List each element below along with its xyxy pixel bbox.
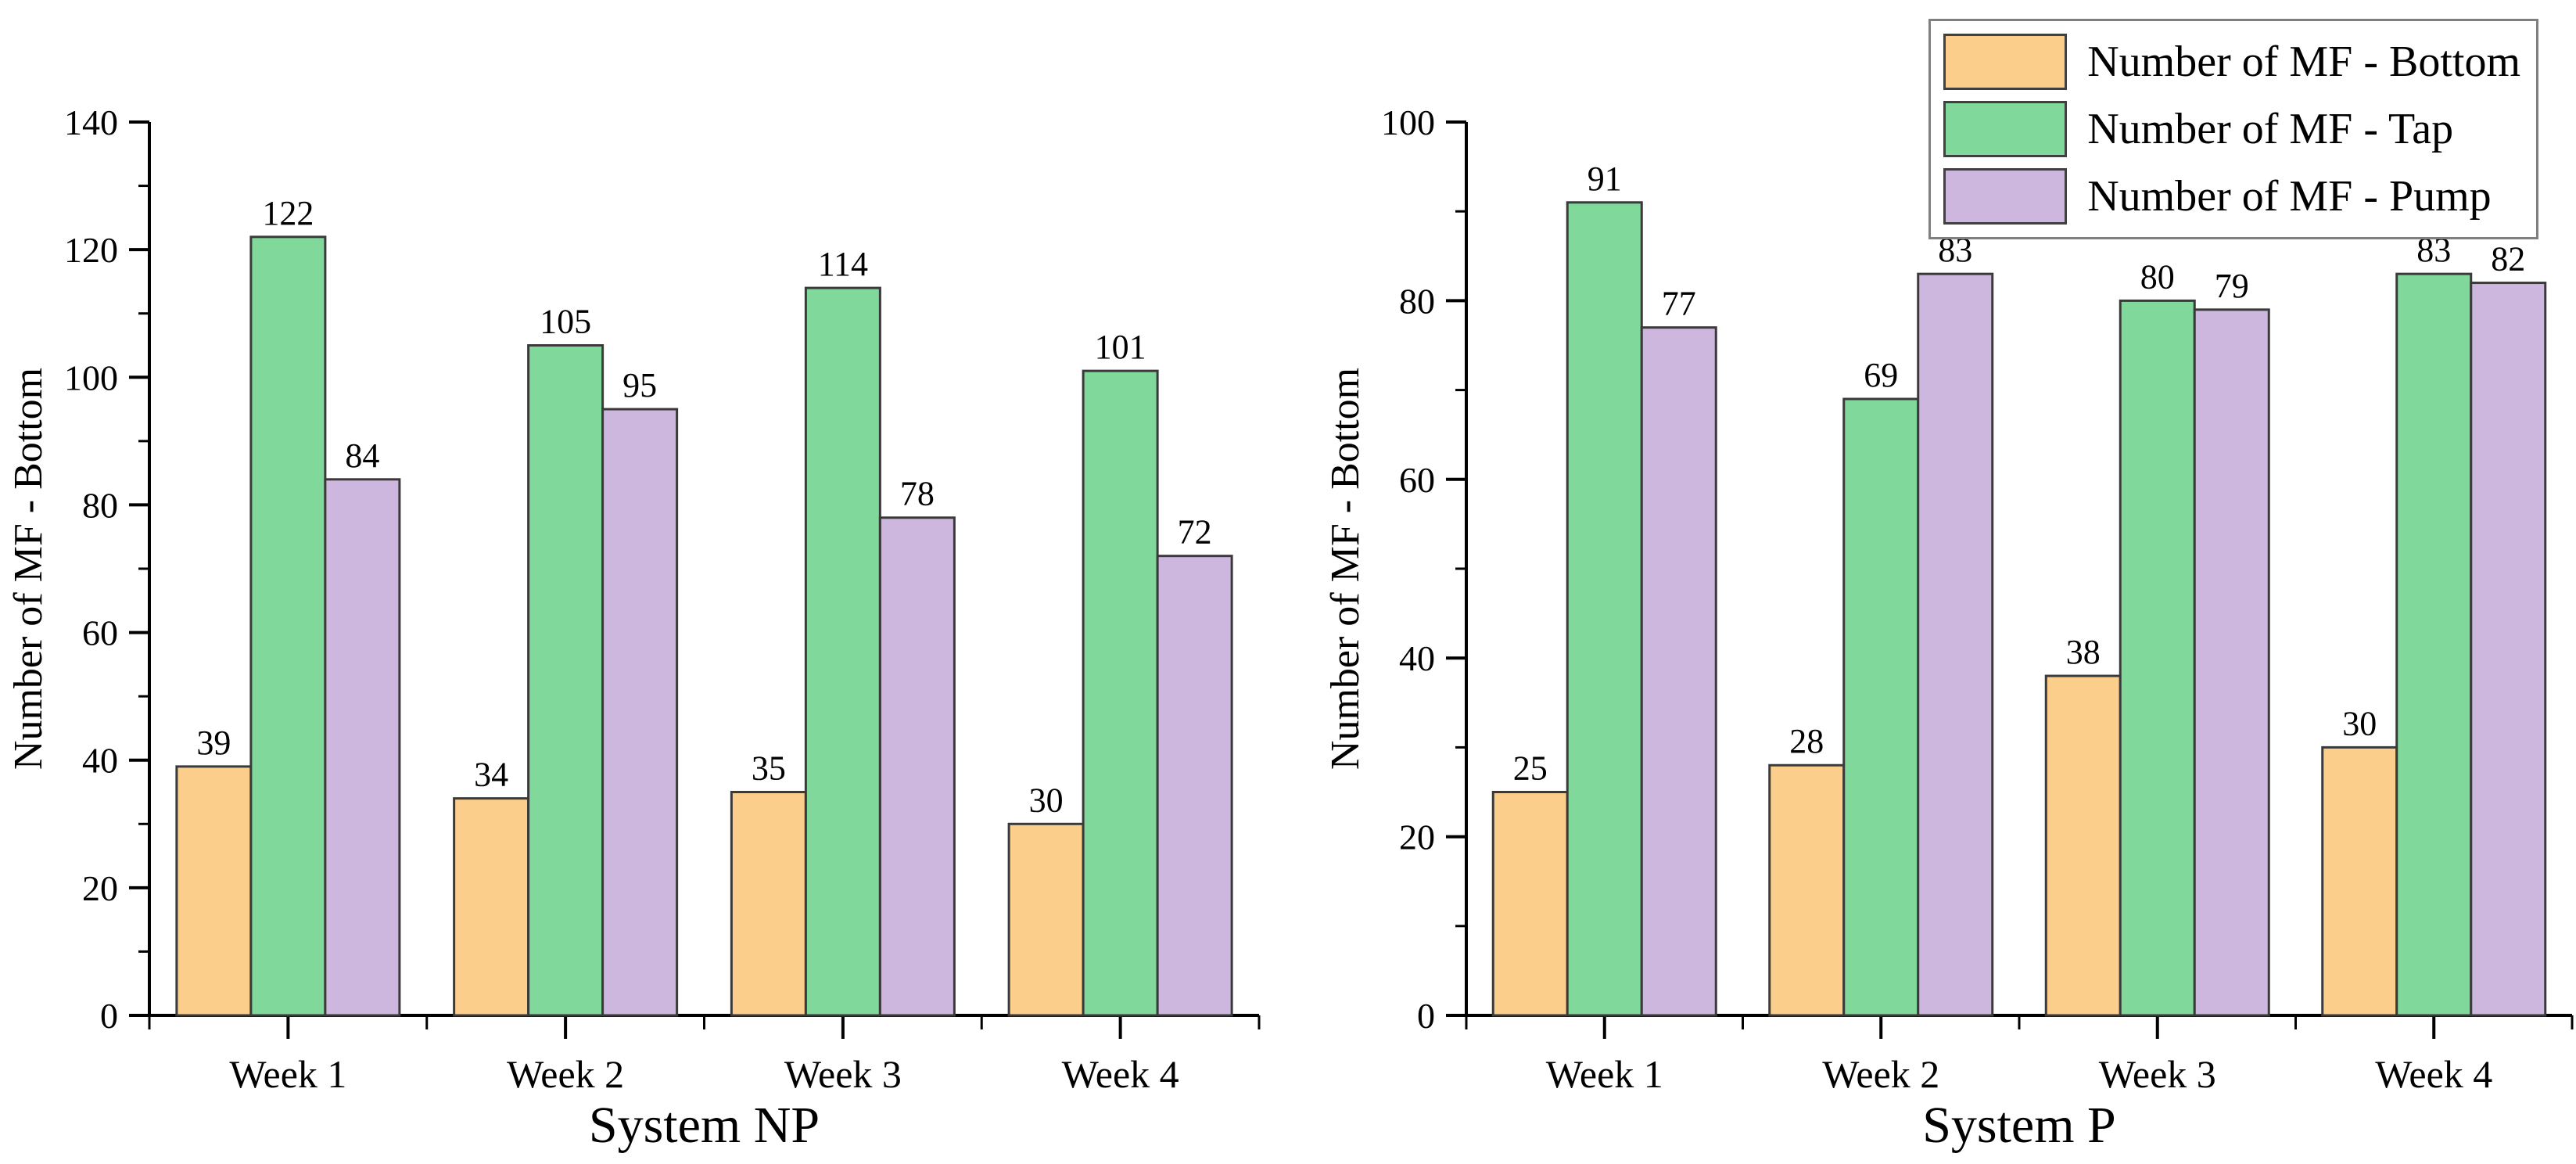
bar-value-label: 105: [540, 303, 591, 341]
bar-value-label: 30: [2342, 704, 2377, 742]
x-tick-label: Week 2: [1822, 1052, 1939, 1096]
x-tick-label: Week 1: [229, 1052, 346, 1096]
bar-value-label: 38: [2066, 633, 2101, 671]
x-tick-label: Week 3: [784, 1052, 902, 1096]
legend-item-tap: Number of MF - Tap: [1943, 99, 2520, 159]
x-tick-label: Week 4: [2375, 1052, 2492, 1096]
bar: [2321, 745, 2398, 1017]
bar: [324, 478, 401, 1017]
y-tick-label: 40: [1399, 638, 1435, 678]
bar-value-label: 39: [196, 724, 231, 762]
x-tick-label: Week 2: [507, 1052, 624, 1096]
y-tick-label: 0: [1417, 996, 1435, 1036]
bar: [1491, 791, 1569, 1017]
y-tick-label: 140: [64, 102, 118, 142]
y-tick-label: 0: [100, 996, 118, 1036]
bar: [1917, 272, 1994, 1017]
chart-system-np: 0 20 40 60 80 100 120 140 Week 1 Week 2 Week 3 Week…: [0, 0, 1288, 1160]
legend-swatch-tap: [1943, 101, 2068, 157]
legend-swatch-pump: [1943, 168, 2068, 225]
bar: [1640, 326, 1717, 1017]
x-axis-title: System NP: [589, 1097, 820, 1154]
bar: [1842, 397, 1920, 1017]
bar-value-label: 122: [262, 194, 314, 232]
bar-value-label: 95: [622, 366, 657, 404]
bar: [878, 516, 956, 1017]
y-tick-label: 120: [64, 230, 118, 270]
bar-value-label: 30: [1029, 781, 1064, 819]
bar: [249, 235, 327, 1017]
bar: [2470, 282, 2547, 1017]
bar: [2044, 674, 2122, 1017]
bar: [2193, 308, 2270, 1017]
y-tick-label: 60: [82, 613, 118, 653]
bar-value-label: 80: [2140, 257, 2175, 296]
bar-value-label: 84: [345, 436, 379, 475]
y-tick-label: 40: [82, 741, 118, 781]
bar-chart-svg: 0 20 40 60 80 100 120 140 Week 1 Week 2 Week 3 Week…: [6, 102, 1261, 1154]
chart-system-p: 0 20 40 60 80 100 Week 1 Week 2 Week 3 Week 4 25 91…: [1288, 0, 2576, 1160]
legend-label-bottom: Number of MF - Bottom: [2087, 38, 2520, 86]
bar-value-label: 35: [752, 749, 786, 788]
bar: [2119, 299, 2196, 1017]
bar: [804, 286, 881, 1017]
bar-value-label: 34: [474, 756, 508, 794]
bar: [730, 791, 807, 1017]
bar-chart-svg: 0 20 40 60 80 100 Week 1 Week 2 Week 3 Week 4 25 91…: [1323, 102, 2574, 1154]
x-tick-label: Week 3: [2099, 1052, 2216, 1096]
y-tick-label: 60: [1399, 460, 1435, 500]
legend-swatch-bottom: [1943, 34, 2068, 90]
bar-value-label: 77: [1662, 285, 1696, 323]
bar-value-label: 78: [900, 475, 935, 513]
legend: Number of MF - Bottom Number of MF - Tap…: [1928, 19, 2538, 239]
bar-value-label: 82: [2491, 240, 2525, 278]
y-tick-label: 20: [1399, 817, 1435, 857]
bar: [601, 408, 679, 1017]
bar-value-label: 91: [1588, 160, 1622, 198]
y-tick-label: 80: [82, 485, 118, 525]
bar: [1566, 201, 1643, 1017]
legend-label-tap: Number of MF - Tap: [2087, 105, 2454, 153]
bar-value-label: 72: [1178, 513, 1212, 551]
y-tick-label: 80: [1399, 281, 1435, 321]
bar-value-label: 69: [1864, 356, 1898, 394]
bar: [2395, 272, 2473, 1017]
bar-value-label: 79: [2215, 267, 2249, 305]
y-axis-title: Number of MF - Bottom: [6, 368, 51, 770]
y-tick-label: 100: [1381, 102, 1435, 142]
bar: [1082, 369, 1159, 1017]
y-tick-label: 100: [64, 357, 118, 397]
legend-item-pump: Number of MF - Pump: [1943, 167, 2520, 226]
bar: [1768, 763, 1846, 1017]
x-axis-title: System P: [1922, 1097, 2116, 1154]
x-tick-label: Week 4: [1062, 1052, 1179, 1096]
bar-value-label: 25: [1513, 749, 1548, 788]
y-axis-title: Number of MF - Bottom: [1323, 368, 1368, 770]
y-tick-label: 20: [82, 868, 118, 908]
x-tick-label: Week 1: [1546, 1052, 1663, 1096]
bar: [1156, 555, 1233, 1017]
bar-value-label: 101: [1095, 328, 1146, 366]
bar-value-label: 28: [1789, 722, 1824, 760]
legend-label-pump: Number of MF - Pump: [2087, 172, 2492, 221]
bar-value-label: 114: [818, 245, 868, 283]
bar: [453, 797, 530, 1017]
legend-item-bottom: Number of MF - Bottom: [1943, 32, 2520, 92]
bar: [527, 344, 605, 1017]
bar: [175, 765, 253, 1017]
bar: [1007, 822, 1085, 1017]
